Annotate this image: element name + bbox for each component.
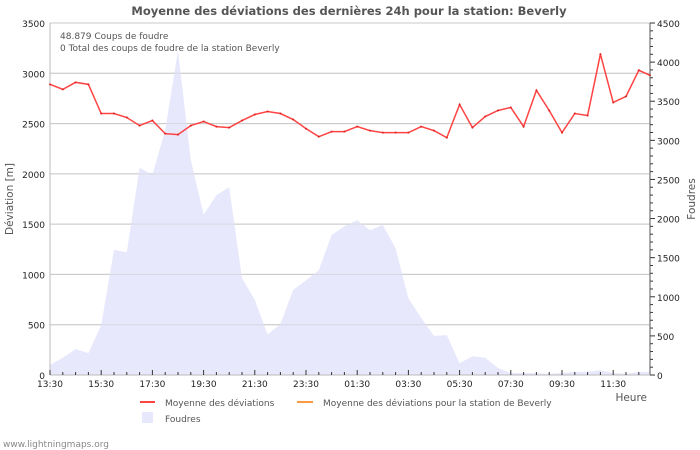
deviation-point <box>548 109 551 112</box>
legend-label-foudres[interactable]: Foudres <box>165 415 201 425</box>
deviation-point <box>484 115 487 118</box>
deviation-line <box>49 53 651 139</box>
deviation-point <box>87 83 90 86</box>
x-tick-label: 17:30 <box>139 380 165 390</box>
deviation-point <box>215 125 218 128</box>
deviation-point <box>74 81 77 84</box>
deviation-point <box>49 83 51 86</box>
y2-tick-label: 500 <box>657 333 674 343</box>
deviation-point <box>394 131 397 134</box>
deviation-point <box>305 127 307 130</box>
y2-tick-label: 0 <box>657 372 663 382</box>
deviation-point <box>113 112 115 115</box>
deviation-point <box>586 114 589 117</box>
deviation-point <box>381 131 384 134</box>
deviation-point <box>241 119 243 122</box>
deviation-point <box>177 133 179 136</box>
y2-axis-label: Foudres <box>686 178 698 219</box>
deviation-point <box>253 113 256 116</box>
deviation-point <box>343 130 346 133</box>
deviation-point <box>125 116 128 119</box>
x-axis-label: Heure <box>615 392 647 404</box>
x-tick-label: 07:30 <box>498 380 524 390</box>
legend-swatch-foudres <box>142 412 153 423</box>
y-tick-label: 1500 <box>22 221 45 231</box>
deviation-point <box>100 112 103 115</box>
deviation-point <box>407 131 410 134</box>
y-tick-label: 3000 <box>22 70 45 80</box>
footer-credit[interactable]: www.lightningmaps.org <box>3 440 109 450</box>
y2-tick-label: 2000 <box>657 216 680 226</box>
deviation-point <box>420 125 423 128</box>
y-tick-label: 3500 <box>22 20 45 30</box>
y-tick-label: 2500 <box>22 121 45 131</box>
y2-tick-label: 2500 <box>657 176 680 186</box>
y2-tick-label: 4000 <box>657 59 680 69</box>
deviation-point <box>458 103 461 106</box>
legend-label-deviation[interactable]: Moyenne des déviations <box>165 398 275 409</box>
deviation-point <box>189 124 192 127</box>
foudres-area <box>50 50 650 375</box>
x-tick-label: 19:30 <box>191 380 217 390</box>
x-tick-label: 15:30 <box>88 380 114 390</box>
chart-title: Moyenne des déviations des dernières 24h… <box>131 4 567 18</box>
deviation-point <box>612 101 615 104</box>
deviation-point <box>151 119 154 122</box>
deviation-point <box>535 89 538 92</box>
deviation-point <box>445 136 448 139</box>
x-tick-label: 05:30 <box>447 380 473 390</box>
deviation-point <box>522 125 525 128</box>
x-tick-label: 11:30 <box>600 380 626 390</box>
legend-label-station-deviation[interactable]: Moyenne des déviations pour la station d… <box>323 398 552 409</box>
deviation-point <box>625 95 627 98</box>
deviation-point <box>61 88 64 91</box>
deviation-point <box>292 118 295 121</box>
y2-tick-label: 3500 <box>657 98 680 108</box>
deviation-point <box>228 126 231 129</box>
deviation-point <box>202 120 205 123</box>
y-axis-label: Déviation [m] <box>4 163 16 235</box>
deviation-point <box>649 74 651 77</box>
annotation-station-strikes: 0 Total des coups de foudre de la statio… <box>60 44 280 54</box>
deviation-point <box>497 109 499 112</box>
deviation-point <box>509 106 512 109</box>
deviation-point <box>369 129 371 132</box>
x-tick-label: 21:30 <box>242 380 268 390</box>
deviation-point <box>279 112 282 115</box>
y2-tick-label: 1000 <box>657 294 680 304</box>
deviation-point <box>330 130 333 133</box>
deviation-point <box>138 124 141 127</box>
y-tick-label: 1000 <box>22 271 45 281</box>
y-tick-label: 2000 <box>22 171 45 181</box>
y-tick-label: 500 <box>28 322 45 332</box>
deviation-point <box>317 135 320 138</box>
y-tick-label: 0 <box>39 372 45 382</box>
x-tick-label: 13:30 <box>37 380 63 390</box>
deviation-point <box>433 129 435 132</box>
deviation-point <box>356 125 359 128</box>
deviation-point <box>573 112 576 115</box>
deviation-point <box>266 110 269 113</box>
y2-tick-label: 3000 <box>657 137 680 147</box>
x-tick-label: 01:30 <box>344 380 370 390</box>
y2-tick-label: 4500 <box>657 20 680 30</box>
deviation-point <box>471 126 474 129</box>
x-tick-label: 23:30 <box>293 380 319 390</box>
deviation-point <box>637 69 640 72</box>
annotation-strikes: 48.879 Coups de foudre <box>60 32 169 42</box>
x-tick-label: 03:30 <box>395 380 421 390</box>
deviation-point <box>164 132 167 135</box>
deviation-point <box>599 53 602 56</box>
deviation-point <box>561 131 563 134</box>
x-tick-label: 09:30 <box>549 380 575 390</box>
y2-tick-label: 1500 <box>657 255 680 265</box>
